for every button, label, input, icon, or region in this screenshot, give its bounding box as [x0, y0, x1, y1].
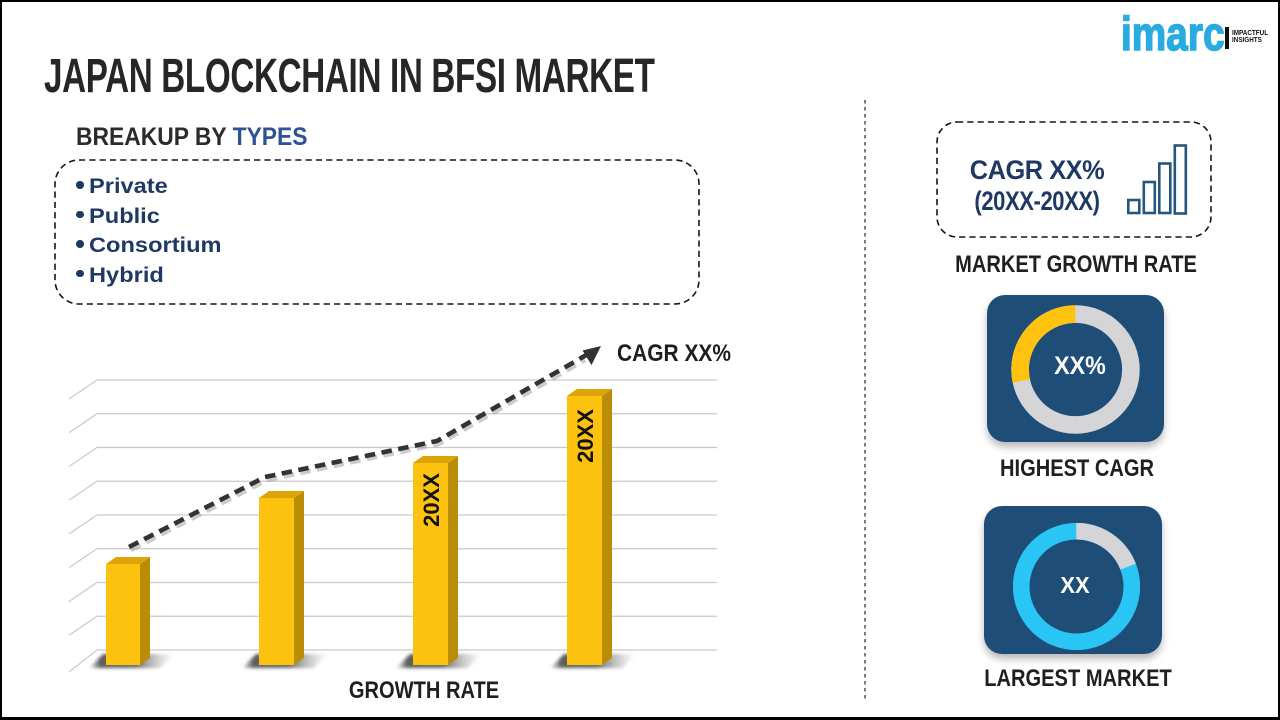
svg-text:20XX: 20XX	[419, 473, 444, 527]
svg-text:20XX: 20XX	[573, 409, 598, 463]
svg-text:CAGR XX%: CAGR XX%	[617, 340, 731, 367]
